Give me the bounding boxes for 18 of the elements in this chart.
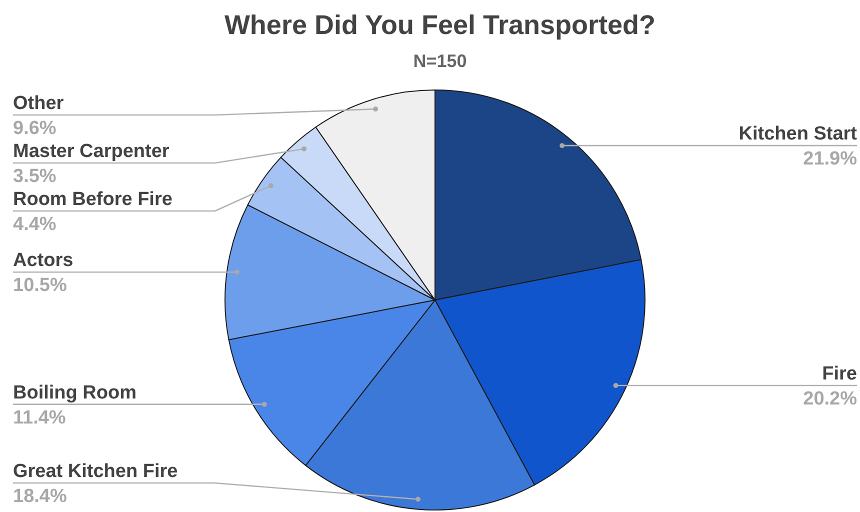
slice-label: Fire (822, 364, 857, 385)
data-label: 11.4% (13, 407, 66, 428)
slice-label: Great Kitchen Fire (13, 461, 178, 482)
data-label: 9.6% (13, 118, 56, 139)
data-label: 10.5% (13, 275, 67, 296)
data-label: 4.4% (13, 214, 56, 235)
data-label: 18.4% (13, 486, 67, 507)
slice-label: Boiling Room (13, 382, 136, 404)
chart-title: Where Did You Feel Transported? (224, 10, 656, 40)
data-label: 3.5% (13, 166, 56, 187)
slice-label: Actors (13, 250, 74, 272)
slice-label: Master Carpenter (13, 141, 170, 162)
slice-label: Kitchen Start (738, 124, 858, 145)
slice-label: Other (13, 93, 64, 114)
slice-label: Room Before Fire (13, 189, 172, 210)
data-label: 21.9% (803, 148, 858, 170)
chart-subtitle: N=150 (413, 51, 467, 71)
data-label: 20.2% (803, 388, 858, 410)
